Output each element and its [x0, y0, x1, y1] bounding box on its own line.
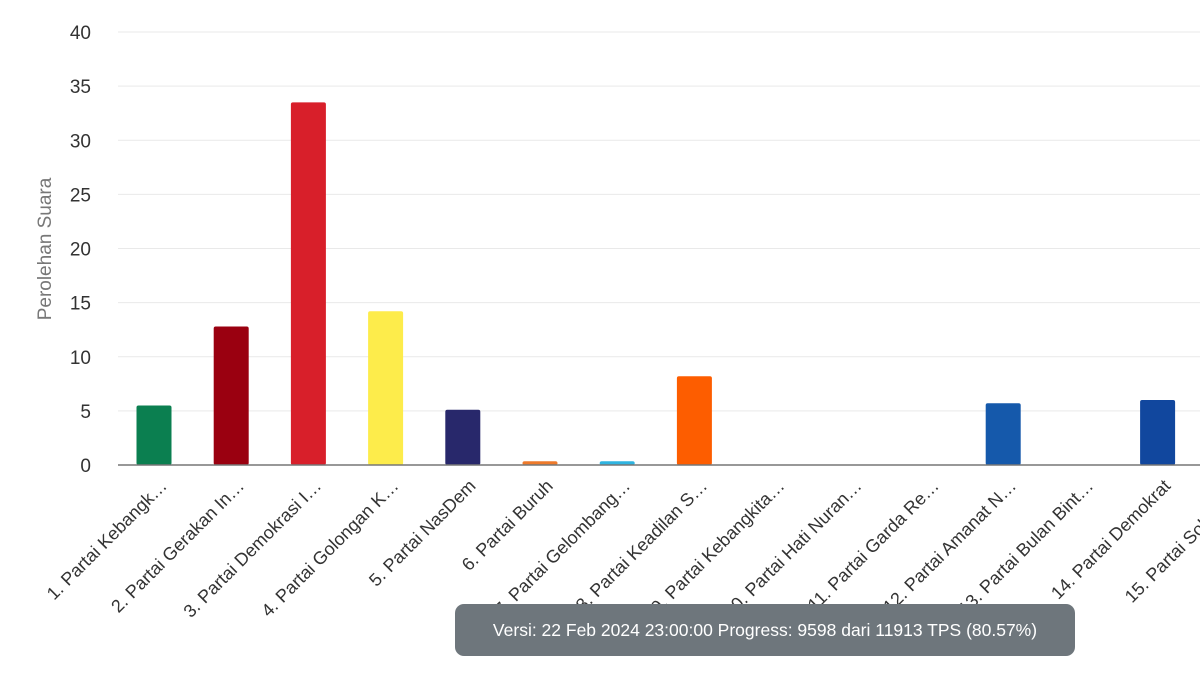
bar[interactable]: [522, 461, 558, 465]
bar[interactable]: [368, 311, 404, 465]
y-tick-label: 5: [80, 402, 91, 423]
bar[interactable]: [985, 403, 1021, 465]
x-tick-label: 10. Partai Hati Nuran…: [720, 476, 866, 622]
y-tick-label: 25: [70, 185, 91, 206]
x-tick-label: 9. Partai Kebangkita…: [647, 476, 788, 617]
y-tick-label: 40: [70, 23, 91, 44]
bar[interactable]: [599, 461, 635, 465]
x-tick-label: 2. Partai Gerakan In…: [107, 476, 248, 617]
y-axis-label: Perolehan Suara: [35, 177, 56, 320]
y-tick-label: 10: [70, 348, 91, 369]
grid-lines: [118, 31, 1200, 412]
x-tick-label: 12. Partai Amanat N…: [879, 476, 1020, 617]
bars: [136, 102, 1176, 466]
y-tick-label: 0: [80, 456, 91, 477]
y-tick-label: 30: [70, 131, 91, 152]
bar[interactable]: [290, 102, 326, 466]
bar[interactable]: [1140, 400, 1176, 465]
x-tick-label: 8. Partai Keadilan S…: [572, 476, 711, 615]
x-tick-label: 3. Partai Demokrasi I…: [180, 476, 326, 622]
y-tick-label: 20: [70, 240, 91, 261]
y-tick-labels: 0 5 10 15 20 25 30 35 40: [70, 23, 91, 477]
version-progress-tooltip: Versi: 22 Feb 2024 23:00:00 Progress: 95…: [455, 604, 1075, 656]
x-tick-label: 7. Partai Gelombang…: [490, 476, 634, 620]
bar[interactable]: [136, 405, 172, 465]
y-tick-label: 35: [70, 77, 91, 98]
bar[interactable]: [676, 376, 712, 465]
bar[interactable]: [445, 409, 481, 465]
x-tick-label: 4. Partai Golongan K…: [257, 476, 402, 621]
bar[interactable]: [213, 326, 249, 465]
x-tick-label: 13. Partai Bulan Bint…: [954, 476, 1097, 619]
x-tick-labels: 1. Partai Kebangk…2. Partai Gerakan In…3…: [43, 476, 1200, 622]
x-tick-label: 11. Partai Garda Re…: [804, 476, 943, 615]
y-tick-label: 15: [70, 294, 91, 315]
